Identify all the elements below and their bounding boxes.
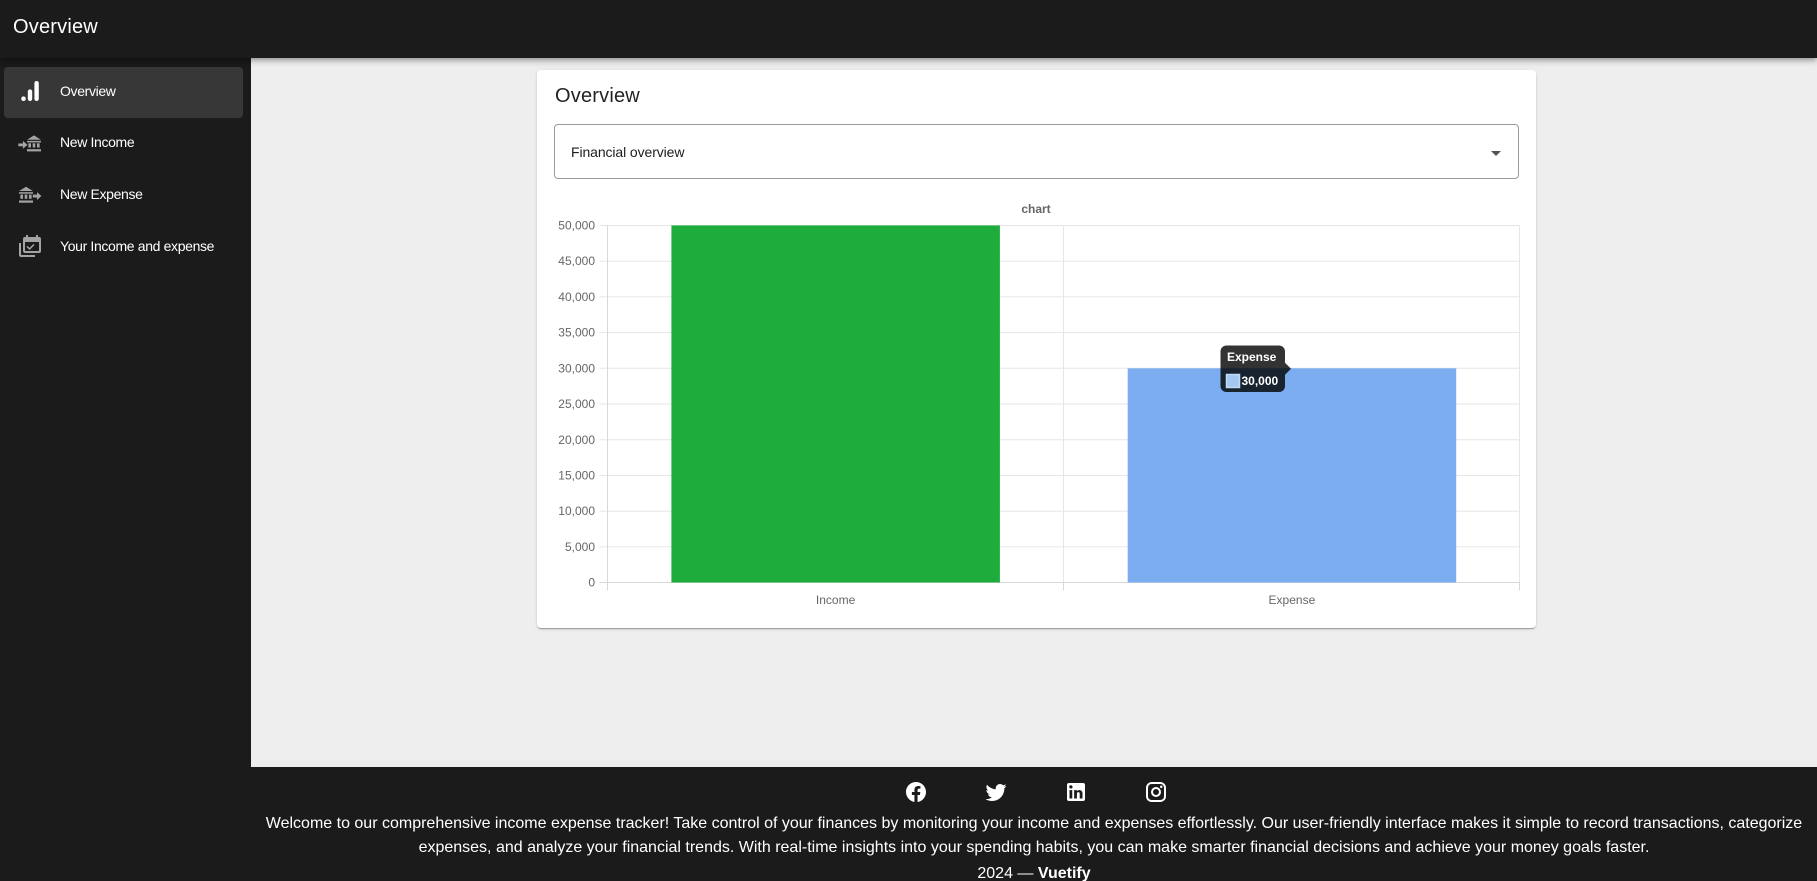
svg-text:45,000: 45,000 bbox=[558, 254, 595, 268]
svg-text:10,000: 10,000 bbox=[558, 504, 595, 518]
svg-text:0: 0 bbox=[588, 576, 595, 590]
svg-text:40,000: 40,000 bbox=[558, 290, 595, 304]
svg-text:30,000: 30,000 bbox=[558, 361, 595, 375]
svg-text:chart: chart bbox=[1021, 202, 1050, 216]
svg-text:25,000: 25,000 bbox=[558, 397, 595, 411]
svg-text:Expense: Expense bbox=[1269, 593, 1316, 607]
svg-text:35,000: 35,000 bbox=[558, 326, 595, 340]
svg-text:Expense: Expense bbox=[1227, 350, 1277, 364]
svg-text:Income: Income bbox=[816, 593, 856, 607]
svg-text:30,000: 30,000 bbox=[1242, 374, 1279, 388]
svg-text:50,000: 50,000 bbox=[558, 219, 595, 233]
svg-text:15,000: 15,000 bbox=[558, 469, 595, 483]
svg-text:20,000: 20,000 bbox=[558, 433, 595, 447]
svg-text:5,000: 5,000 bbox=[565, 540, 595, 554]
